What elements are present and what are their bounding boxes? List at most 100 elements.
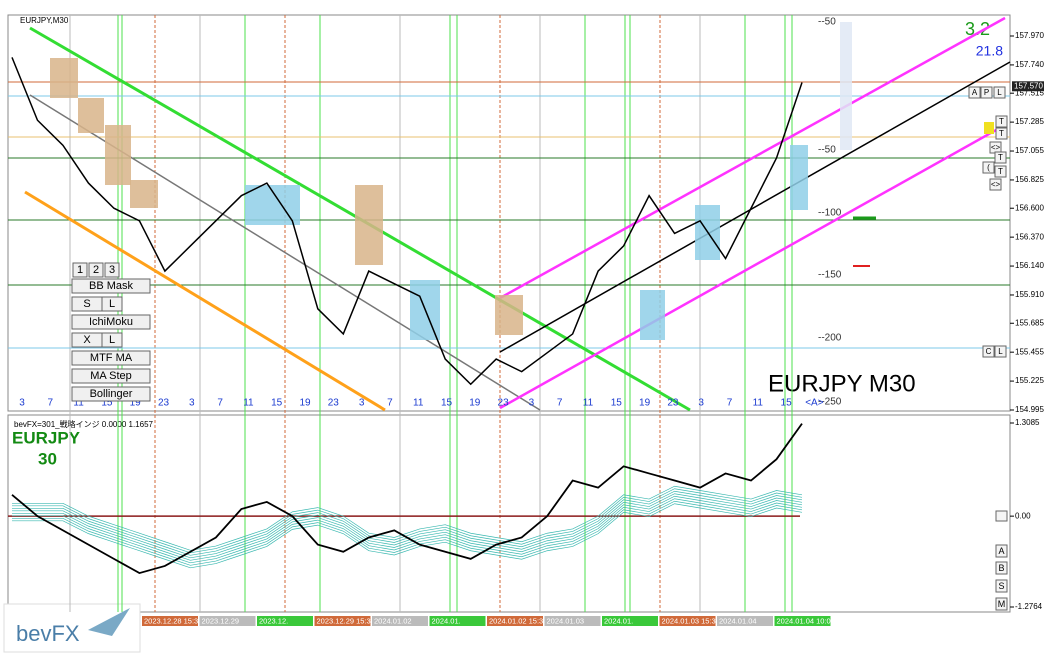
panel-button-label: MA Step	[90, 370, 132, 382]
hour-label: 15	[271, 398, 283, 409]
panel-button-label: S	[83, 298, 90, 310]
side-button-label: T	[999, 129, 1004, 138]
range-box	[130, 180, 158, 208]
time-label: 2023.12.29	[202, 616, 240, 625]
oscillator-line	[11, 423, 803, 575]
big-label: EURJPY M30	[768, 370, 916, 397]
zero-button	[995, 510, 1008, 522]
side-button-label: C	[986, 347, 992, 356]
side-button[interactable]	[982, 161, 995, 174]
sub-button-label: S	[998, 581, 1004, 591]
side-button-label: (	[987, 163, 990, 172]
ladder-label: --50	[818, 145, 836, 156]
price-tick-label: 156.140	[1015, 261, 1044, 270]
side-button-label: <>	[991, 143, 1001, 152]
side-button[interactable]	[995, 115, 1008, 128]
hour-label: 11	[73, 398, 84, 409]
price-tick-label: 154.995	[1015, 405, 1044, 414]
sub-tick-label: -1.2764	[1015, 602, 1043, 611]
price-tick-label: 157.055	[1015, 146, 1044, 155]
time-label: 2024.01.02	[374, 616, 412, 625]
sub-tick-label: 0.00	[1015, 511, 1031, 520]
side-button-label: T	[998, 167, 1003, 176]
hour-label: 15	[781, 398, 793, 409]
panel-button[interactable]	[101, 332, 123, 348]
hour-label: 15	[101, 398, 113, 409]
hour-label: 19	[639, 398, 651, 409]
hour-label: 3	[189, 398, 195, 409]
panel-button[interactable]	[71, 314, 151, 330]
hour-label: 3	[19, 398, 25, 409]
side-button-label: T	[998, 153, 1003, 162]
current-price-label: 157.570	[1014, 81, 1043, 90]
hour-label: 7	[557, 398, 563, 409]
panel-button-label: 3	[109, 264, 115, 276]
hour-label: 19	[130, 398, 142, 409]
time-label-bg	[257, 616, 313, 626]
spread-top: 3.2	[965, 19, 990, 39]
time-label: 2024.01.	[432, 616, 461, 625]
panel-button-label: BB Mask	[89, 280, 134, 292]
range-box	[790, 145, 808, 210]
time-label-bg	[659, 616, 716, 626]
time-label-bg	[602, 616, 658, 626]
hour-label: 19	[469, 398, 481, 409]
side-button[interactable]	[968, 86, 981, 99]
sub-button[interactable]	[995, 561, 1008, 575]
panel-button[interactable]	[71, 350, 151, 366]
side-button[interactable]	[995, 127, 1008, 140]
range-box	[50, 58, 78, 98]
price-tick-label: 157.740	[1015, 60, 1044, 69]
panel-button-label: Bollinger	[90, 388, 133, 400]
ladder-label: --200	[818, 333, 842, 344]
logo-box	[3, 603, 141, 653]
panel-button-label: IchiMoku	[89, 316, 133, 328]
price-tick-label: 156.370	[1015, 232, 1044, 241]
hour-label: 7	[48, 398, 54, 409]
side-button[interactable]	[994, 165, 1007, 178]
sub-button-label: B	[998, 563, 1004, 573]
panel-button[interactable]	[71, 368, 151, 384]
logo: bevFX	[3, 603, 141, 653]
time-label-bg	[199, 616, 256, 626]
side-button[interactable]	[994, 345, 1007, 358]
hour-label: 23	[158, 398, 170, 409]
hour-label: 19	[299, 398, 311, 409]
panel-button[interactable]	[72, 262, 88, 278]
hour-label: 15	[441, 398, 453, 409]
current-price-box	[1012, 81, 1044, 92]
trend-line	[499, 16, 1006, 300]
range-box	[355, 185, 383, 265]
sub-button[interactable]	[995, 544, 1008, 558]
panel-button[interactable]	[71, 278, 151, 294]
ladder-label: --100	[818, 208, 842, 219]
panel-button[interactable]	[71, 386, 151, 402]
hour-label: 7	[387, 398, 393, 409]
time-label: 2024.01.03 15:30	[662, 616, 720, 625]
trend-line	[24, 190, 386, 412]
side-button-label: <>	[991, 180, 1001, 189]
time-label-bg	[142, 616, 198, 626]
side-button[interactable]	[994, 151, 1007, 164]
panel-button[interactable]	[101, 296, 123, 312]
price-tick-label: 157.970	[1015, 31, 1044, 40]
panel-button-label: 1	[77, 264, 83, 276]
hour-label: 3	[529, 398, 535, 409]
time-label: 2024.01.	[604, 616, 633, 625]
side-button[interactable]	[980, 86, 993, 99]
side-button[interactable]	[989, 178, 1002, 191]
sub-button[interactable]	[995, 597, 1008, 611]
side-button[interactable]	[982, 345, 995, 358]
panel-button[interactable]	[88, 262, 104, 278]
ladder-label: --50	[818, 17, 836, 28]
side-button[interactable]	[993, 86, 1006, 99]
range-box	[840, 22, 852, 150]
panel-button[interactable]	[104, 262, 120, 278]
ladder-label: --250	[818, 397, 842, 408]
time-label-bg	[372, 616, 428, 626]
sub-button-label: M	[998, 599, 1006, 609]
range-box	[105, 125, 131, 185]
panel-button-label: MTF MA	[90, 352, 133, 364]
panel-button-label: X	[83, 334, 91, 346]
sub-button[interactable]	[995, 579, 1008, 593]
